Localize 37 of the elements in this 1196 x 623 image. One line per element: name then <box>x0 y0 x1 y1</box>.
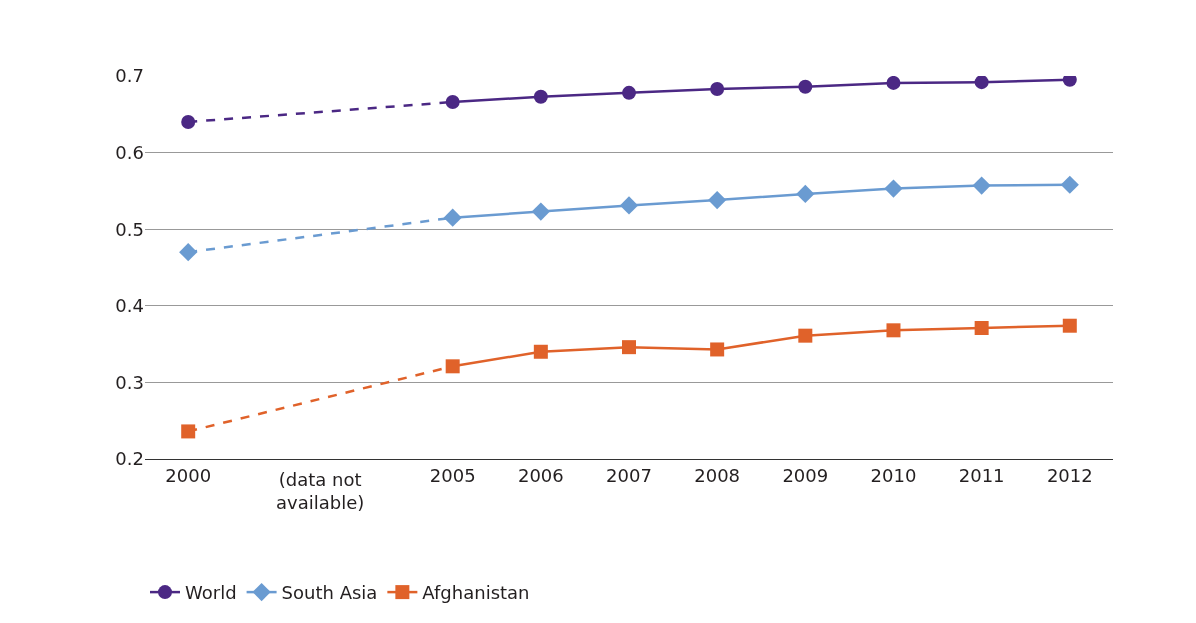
point <box>622 85 636 100</box>
legend-label: South Asia <box>281 582 378 604</box>
point <box>798 79 813 94</box>
x-tick-label: 2000 <box>165 464 212 486</box>
x-tick-label: 2010 <box>870 464 917 486</box>
x-tick-label: 2012 <box>1046 464 1093 486</box>
point <box>972 176 991 195</box>
x-tick-label: 2007 <box>606 464 652 486</box>
y-tick-label: 0.5 <box>115 218 144 240</box>
x-tick-label: 2011 <box>958 464 1005 486</box>
y-tick-label: 0.2 <box>115 448 144 470</box>
point <box>531 202 550 221</box>
y-tick-label: 0.6 <box>115 141 144 163</box>
y-tick-label: 0.4 <box>115 295 144 317</box>
y-tick-label: 0.7 <box>115 65 144 87</box>
x-tick-label: 2008 <box>694 464 741 486</box>
legend-label: Afghanistan <box>422 582 530 604</box>
point <box>179 243 198 262</box>
point <box>796 184 815 204</box>
y-tick-label: 0.3 <box>115 371 144 393</box>
point <box>886 76 901 90</box>
point <box>443 208 462 227</box>
point <box>181 114 196 129</box>
x-tick-label: 2005 <box>429 464 476 486</box>
point <box>974 76 989 90</box>
text: (data not available) <box>276 469 365 514</box>
point <box>1060 175 1079 194</box>
x-tick-label: 2006 <box>517 464 564 486</box>
point <box>445 95 460 110</box>
point <box>181 424 196 439</box>
point <box>619 196 639 215</box>
point <box>533 89 548 104</box>
point <box>708 190 727 210</box>
x-tick-label: 2009 <box>782 464 829 486</box>
point <box>710 82 725 97</box>
point <box>884 179 903 198</box>
legend-label: World <box>185 582 237 604</box>
